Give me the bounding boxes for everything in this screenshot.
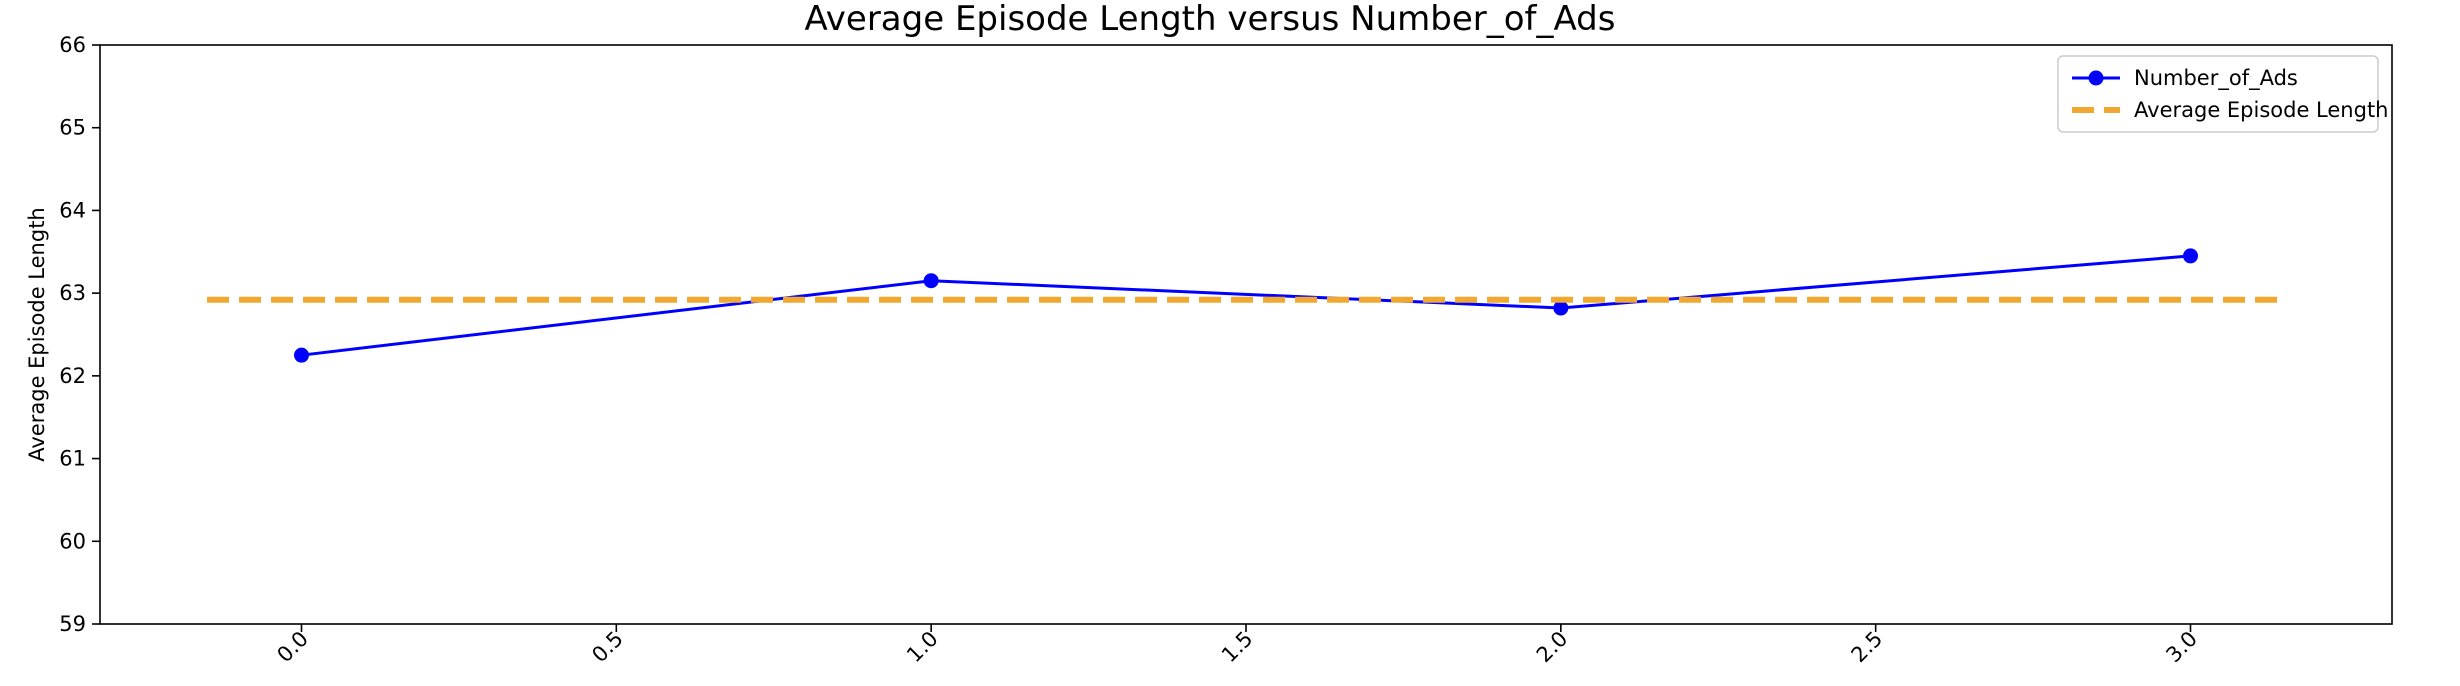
series-0-line (301, 254, 2191, 357)
legend-label-0: Number_of_Ads (2134, 66, 2298, 91)
y-tick-label-4: 63 (59, 281, 86, 305)
y-axis-label: Average Episode Length (25, 207, 49, 462)
axes: 59 60 61 62 63 64 65 66 0.0 0.5 1.0 1.5 2.0 2.5 3.0 (59, 33, 2393, 668)
x-tick-label-3: 1.5 (1217, 627, 1258, 668)
y-tick-label-6: 65 (59, 116, 86, 140)
x-tick-label-1: 0.5 (587, 627, 628, 668)
x-tick-label-0: 0.0 (272, 627, 313, 668)
legend-box (2057, 55, 2379, 133)
x-tick-label-6: 3.0 (2161, 627, 2202, 668)
y-tick-label-0: 59 (59, 612, 86, 636)
y-tick-label-1: 60 (59, 529, 86, 553)
x-tick-label-2: 1.0 (902, 627, 943, 668)
y-tick-label-3: 62 (59, 364, 86, 388)
y-tick-label-2: 61 (59, 447, 86, 471)
series-0-point-1 (923, 273, 939, 289)
x-tick-label-4: 2.0 (1532, 627, 1573, 668)
x-tick-label-5: 2.5 (1847, 627, 1888, 668)
series-0-point-3 (2183, 248, 2199, 264)
chart-title: Average Episode Length versus Number_of_… (805, 0, 1616, 39)
legend: Number_of_Ads Average Episode Length (2057, 55, 2389, 133)
legend-label-1: Average Episode Length (2134, 98, 2389, 122)
plot-area (207, 248, 2285, 363)
series-0-point-2 (1553, 300, 1569, 316)
axes-frame (99, 44, 2393, 625)
y-tick-label-7: 66 (59, 33, 86, 57)
legend-marker-0 (2088, 70, 2104, 86)
y-tick-label-5: 64 (59, 198, 86, 222)
series-0-point-0 (293, 347, 309, 363)
